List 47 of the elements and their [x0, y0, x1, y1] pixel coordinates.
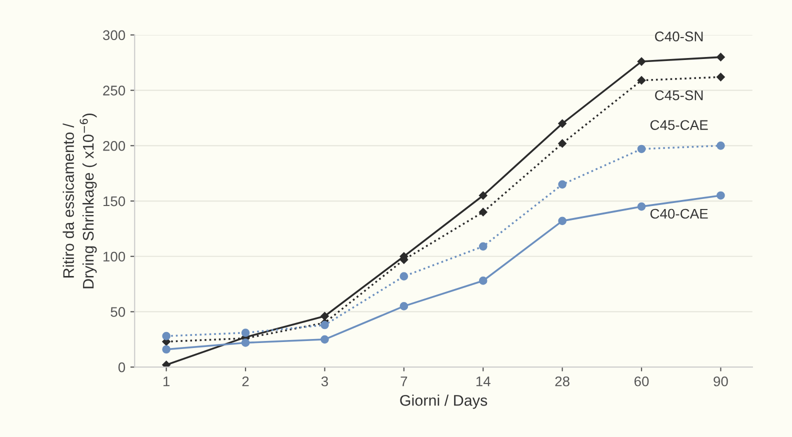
y-tick-label: 200 — [103, 141, 126, 151]
y-tick-label: 300 — [102, 30, 126, 40]
point — [637, 57, 646, 66]
y-tick-label: 100 — [104, 252, 126, 262]
point — [241, 338, 250, 347]
point — [478, 208, 488, 216]
point — [558, 119, 566, 128]
point — [320, 312, 329, 320]
x-tick-label: 28 — [555, 376, 570, 386]
x-tick-label: 60 — [634, 376, 649, 386]
point — [400, 272, 408, 280]
point — [716, 142, 725, 150]
point — [162, 345, 170, 354]
point — [162, 332, 170, 340]
point — [637, 76, 646, 84]
point — [400, 302, 408, 310]
x-tick-label: 3 — [321, 376, 328, 386]
point — [241, 328, 250, 337]
point — [162, 360, 170, 368]
x-tick-label: 2 — [242, 376, 249, 386]
y-axis-title: Ritiro da essicamento / Drying Shrinkage ( x10$^{−6}$) — [62, 114, 97, 288]
point — [558, 139, 566, 148]
point — [478, 242, 488, 251]
point — [558, 180, 566, 189]
series-label: C40-CAE — [650, 208, 708, 219]
x-tick-label: 90 — [714, 376, 728, 386]
point — [320, 335, 329, 344]
x-tick-label: 14 — [476, 376, 490, 386]
x-tick-label: 1 — [164, 376, 170, 386]
point — [637, 144, 646, 154]
point — [558, 216, 566, 226]
point — [637, 202, 646, 211]
y-tick-label: 0 — [118, 362, 126, 372]
point — [716, 191, 725, 200]
y-tick-label: 250 — [103, 86, 126, 96]
point — [716, 72, 725, 82]
series-label: C45-SN — [655, 90, 703, 100]
series-label: C40-SN — [655, 32, 703, 42]
x-tick-label: 7 — [400, 376, 408, 386]
point — [478, 276, 488, 285]
point — [320, 320, 329, 330]
x-axis-title: Giorni / Days — [400, 394, 488, 409]
point — [478, 191, 488, 200]
point — [716, 52, 725, 62]
series-label: C45-CAE — [650, 120, 708, 130]
y-tick-label: 150 — [104, 196, 126, 206]
y-tick-label: 50 — [110, 307, 126, 317]
